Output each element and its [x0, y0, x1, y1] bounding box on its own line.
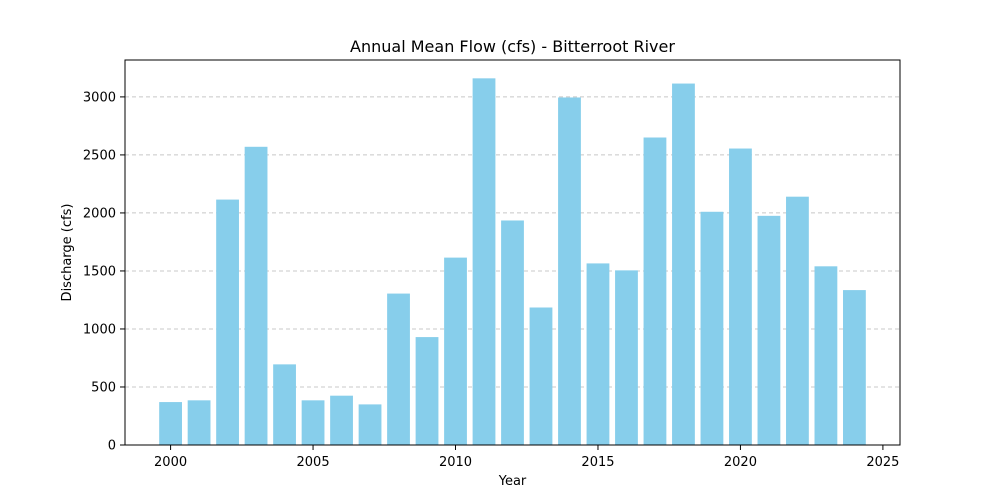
x-tick-label: 2005	[297, 455, 330, 470]
x-tick-label: 2020	[724, 455, 757, 470]
y-tick-label: 1500	[83, 264, 116, 279]
bar-2010	[444, 257, 467, 445]
bar-2019	[700, 211, 724, 445]
x-tick-label: 2025	[866, 455, 899, 470]
plot-frame	[124, 59, 901, 446]
bar-2007	[358, 404, 382, 445]
bar-2024	[843, 290, 866, 445]
bar-2022	[786, 196, 809, 445]
bar-2015	[586, 263, 610, 445]
x-tick-label: 2010	[439, 455, 472, 470]
y-tick-label: 2500	[83, 148, 116, 163]
bar-2020	[729, 148, 752, 445]
x-tick-label: 2015	[581, 455, 614, 470]
y-tick-label: 2000	[83, 206, 116, 221]
x-axis-ticks: 2000 2005 2010 2015 2020 2025	[154, 445, 899, 470]
bar-2013	[529, 307, 553, 445]
y-axis-label: Discharge (cfs)	[60, 204, 75, 302]
bar-2012	[501, 220, 524, 445]
bar-2003	[244, 146, 268, 445]
bar-2021	[757, 215, 781, 445]
bar-2011	[472, 78, 496, 445]
bar-2000	[159, 402, 182, 445]
bar-2002	[216, 199, 239, 445]
x-axis-label: Year	[498, 474, 527, 489]
y-tick-label: 500	[91, 380, 116, 395]
bar-2017	[643, 137, 667, 445]
bar-2014	[558, 97, 581, 445]
x-tick-label: 2000	[154, 455, 187, 470]
bar-2009	[415, 337, 439, 445]
bar-2023	[814, 266, 838, 445]
bar-2006	[330, 395, 353, 445]
bar-2004	[273, 364, 296, 445]
bar-2008	[387, 293, 410, 445]
bar-2018	[672, 83, 695, 445]
bars	[159, 78, 866, 445]
bar-2001	[187, 400, 211, 445]
y-axis-ticks: 0 500 1000 1500 2000 2500 3000	[83, 90, 125, 454]
chart-title: Annual Mean Flow (cfs) - Bitterroot Rive…	[350, 37, 675, 56]
bar-2005	[301, 400, 325, 445]
y-tick-label: 0	[108, 439, 116, 454]
bar-2016	[615, 270, 638, 445]
y-tick-label: 3000	[83, 90, 116, 105]
y-tick-label: 1000	[83, 322, 116, 337]
